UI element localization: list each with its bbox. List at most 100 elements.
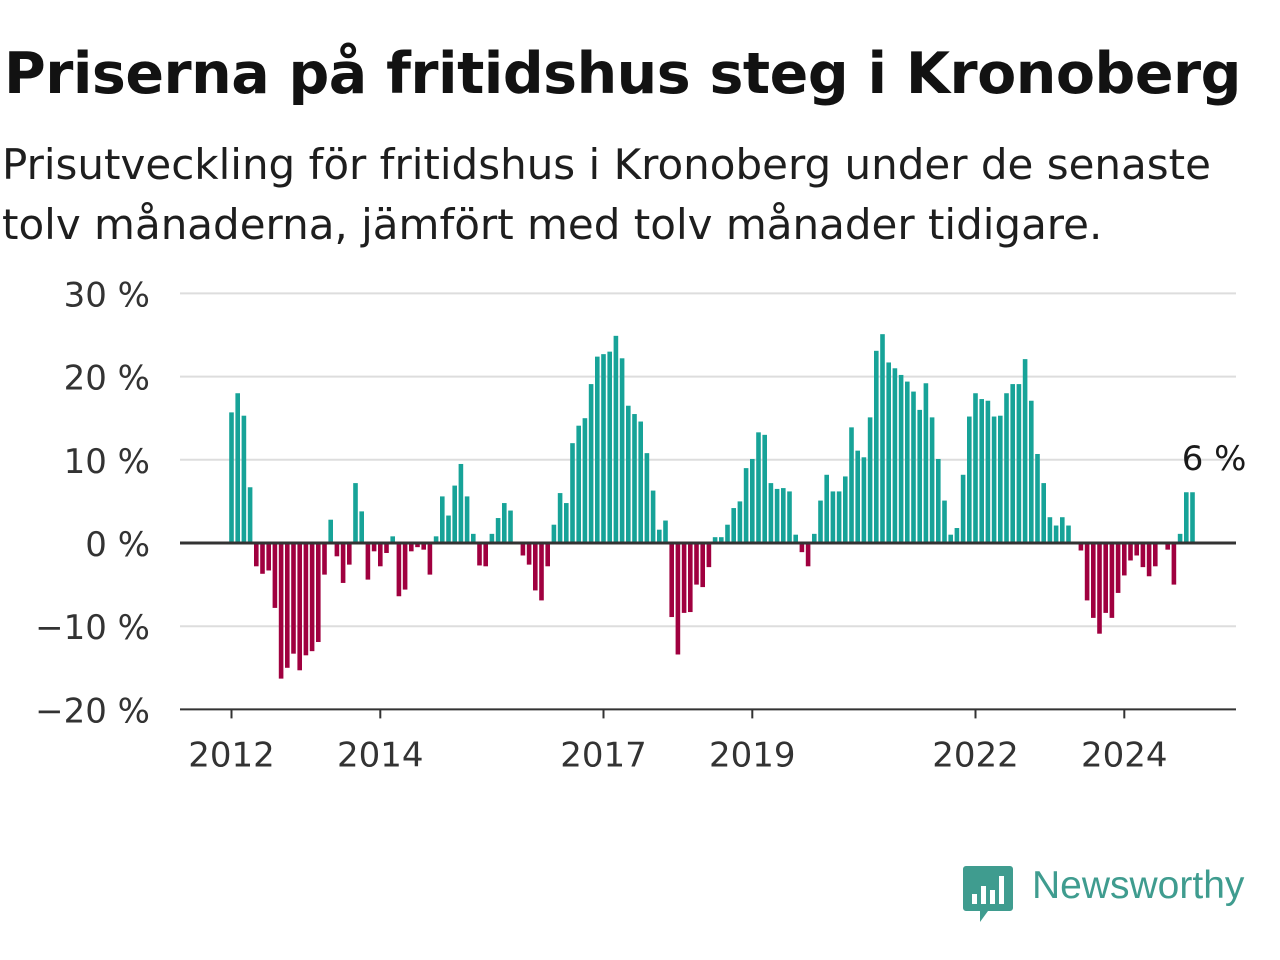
- bar: [700, 543, 705, 588]
- bar: [533, 543, 538, 591]
- bar: [830, 491, 836, 543]
- bar: [874, 350, 879, 543]
- x-tick-label: 2022: [932, 735, 1019, 775]
- x-tick-label: 2017: [560, 735, 647, 775]
- bar: [663, 520, 668, 543]
- bar: [551, 524, 557, 543]
- bar: [942, 500, 947, 543]
- bar: [595, 356, 600, 543]
- bar: [762, 434, 767, 543]
- bar: [768, 483, 774, 543]
- tick-labels: 30 % 20 % 10 % 0 % −10 % −20 % 2012 2014 2017 201…: [35, 275, 1246, 775]
- bar: [861, 457, 867, 543]
- bar: [1091, 543, 1096, 618]
- bar: [936, 458, 941, 543]
- bar: [737, 501, 743, 543]
- brand-name: Newsworthy: [1032, 864, 1245, 907]
- newsworthy-logo[interactable]: Newsworthy: [962, 862, 1277, 926]
- bar: [650, 490, 656, 543]
- bar: [539, 543, 544, 601]
- bar: [440, 496, 445, 543]
- bar: [917, 409, 922, 543]
- bar: [960, 474, 966, 543]
- bar: [1041, 483, 1046, 543]
- bar: [911, 391, 916, 543]
- x-tick-label: 2024: [1081, 735, 1168, 775]
- bar: [557, 493, 563, 543]
- bar: [365, 543, 371, 580]
- bar: [923, 383, 929, 543]
- y-tick-label: 30 %: [64, 275, 150, 315]
- bar: [1184, 492, 1189, 543]
- bar: [954, 528, 960, 543]
- bar: [898, 374, 904, 543]
- bar: [824, 474, 829, 543]
- bar: [322, 543, 327, 575]
- bar: [353, 483, 358, 543]
- bar: [1165, 543, 1170, 550]
- bar: [396, 543, 402, 597]
- bar: [880, 334, 885, 543]
- bar: [297, 543, 302, 671]
- bar: [613, 335, 619, 543]
- bar: [520, 543, 526, 556]
- bar: [235, 393, 240, 543]
- bar: [384, 543, 389, 553]
- bar: [985, 400, 991, 543]
- bars: [229, 334, 1195, 679]
- bar: [688, 543, 693, 613]
- bar: [601, 354, 606, 543]
- bar: [867, 417, 873, 543]
- bar: [750, 458, 755, 543]
- bar: [272, 543, 278, 608]
- bar: [638, 421, 643, 543]
- bar: [1128, 543, 1133, 561]
- bar: [576, 425, 581, 543]
- bar: [694, 543, 699, 585]
- bar: [291, 543, 296, 654]
- bar: [328, 519, 333, 543]
- bar: [570, 443, 575, 543]
- bar: [471, 533, 476, 543]
- y-tick-label: −10 %: [35, 608, 150, 648]
- bar: [1016, 384, 1022, 543]
- bar: [626, 405, 631, 543]
- bar: [483, 543, 488, 567]
- bar: [421, 543, 426, 550]
- bar: [1153, 543, 1158, 567]
- bar: [508, 510, 513, 543]
- bar: [1140, 543, 1146, 568]
- bar: [1109, 543, 1115, 618]
- bar: [973, 393, 978, 543]
- y-tick-label: 20 %: [64, 359, 150, 399]
- bar: [502, 503, 507, 543]
- bar: [285, 543, 290, 668]
- bar: [378, 543, 383, 567]
- bar: [905, 381, 910, 543]
- bar: [260, 543, 265, 574]
- x-tick-label: 2012: [188, 735, 275, 775]
- bar: [402, 543, 408, 590]
- bar: [607, 351, 612, 543]
- bar: [1029, 400, 1034, 543]
- x-tick-label: 2019: [709, 735, 796, 775]
- bar: [1004, 393, 1009, 543]
- bar: [1035, 453, 1040, 543]
- bar: [371, 543, 377, 552]
- bar: [278, 543, 284, 679]
- bar: [1134, 543, 1139, 556]
- x-tick-label: 2014: [337, 735, 424, 775]
- bar: [427, 543, 433, 575]
- bar: [836, 491, 842, 543]
- bar: [812, 533, 817, 543]
- bar: [799, 543, 805, 553]
- bar: [390, 536, 395, 543]
- bar: [731, 508, 736, 543]
- bar: [967, 416, 972, 543]
- bar: [409, 543, 414, 552]
- bar: [303, 543, 309, 656]
- bar: [415, 543, 420, 548]
- bar: [254, 543, 259, 567]
- grid-lines: [180, 292, 1236, 628]
